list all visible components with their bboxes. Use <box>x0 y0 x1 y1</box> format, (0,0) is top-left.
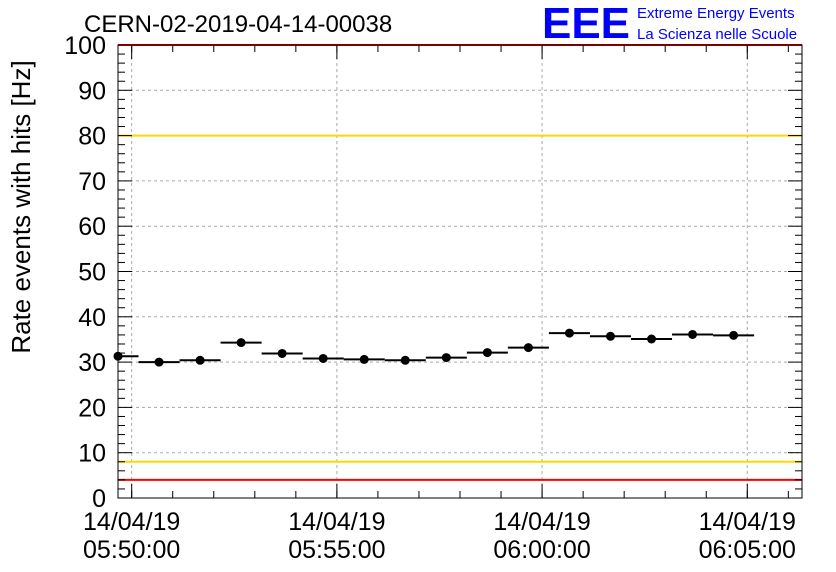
data-point-marker <box>564 328 574 338</box>
data-point-marker <box>113 351 123 361</box>
x-tick-label-date: 14/04/19 <box>699 508 796 536</box>
x-tick-label-time: 06:05:00 <box>699 536 796 564</box>
axis-ticks <box>118 44 802 499</box>
y-tick-label: 90 <box>78 77 106 105</box>
data-point-marker <box>441 353 451 363</box>
x-tick-label-date: 14/04/19 <box>83 508 180 536</box>
data-point-marker <box>688 329 698 339</box>
threshold-lines <box>118 44 802 481</box>
x-tick-label-date: 14/04/19 <box>288 508 385 536</box>
eee-logo: EEE Extreme Energy Events La Scienza nel… <box>542 0 797 48</box>
x-tick-label-date: 14/04/19 <box>493 508 590 536</box>
run-title: CERN-02-2019-04-14-00038 <box>84 11 392 38</box>
y-tick-labels: 0 10 20 30 40 50 60 70 80 90 100 <box>64 32 106 513</box>
data-point-marker <box>729 330 739 340</box>
data-point-marker <box>482 348 492 358</box>
x-tick-label-time: 05:50:00 <box>83 536 180 564</box>
eee-logo-mark: EEE <box>542 0 630 48</box>
data-points <box>113 328 755 367</box>
data-point-marker <box>400 355 410 365</box>
x-tick-label-time: 05:55:00 <box>288 536 385 564</box>
data-point-marker <box>195 355 205 365</box>
y-tick-label: 70 <box>78 168 106 196</box>
data-point-marker <box>318 353 328 363</box>
data-point-marker <box>236 338 246 348</box>
y-tick-label: 100 <box>64 32 106 60</box>
data-point-marker <box>359 354 369 364</box>
y-tick-label: 60 <box>78 213 106 241</box>
y-tick-label: 30 <box>78 349 106 377</box>
y-tick-label: 10 <box>78 440 106 468</box>
grid-lines <box>118 45 802 498</box>
eee-logo-line1: Extreme Energy Events <box>637 5 795 22</box>
data-point-marker <box>277 348 287 358</box>
x-tick-label-time: 06:00:00 <box>493 536 590 564</box>
eee-logo-line2: La Scienza nelle Scuole <box>637 26 797 43</box>
x-tick-labels: 14/04/1905:50:0014/04/1905:55:0014/04/19… <box>83 508 796 564</box>
y-tick-label: 80 <box>78 123 106 151</box>
data-point-marker <box>605 331 615 341</box>
y-tick-label: 50 <box>78 259 106 287</box>
y-tick-label: 0 <box>92 485 106 513</box>
y-tick-label: 20 <box>78 394 106 422</box>
data-point-marker <box>154 357 164 367</box>
data-point-marker <box>647 334 657 344</box>
data-point-marker <box>523 343 533 353</box>
y-tick-label: 40 <box>78 304 106 332</box>
y-axis-label: Rate events with hits [Hz] <box>6 60 36 353</box>
